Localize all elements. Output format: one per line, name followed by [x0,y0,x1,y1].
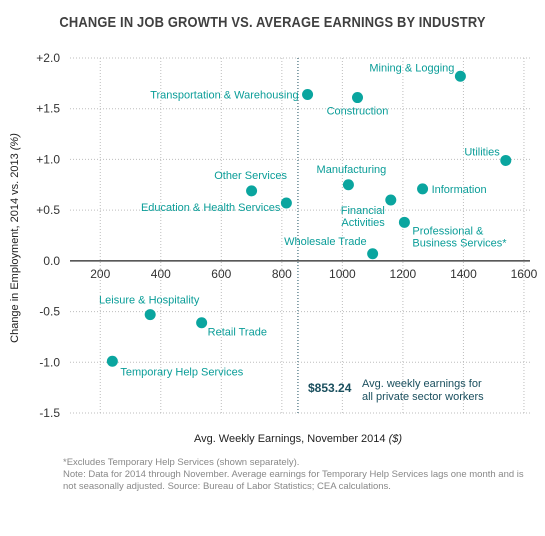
point-label: Financial Activities [341,205,386,229]
data-point [500,154,512,166]
data-point [342,179,354,191]
x-axis-title-text: Avg. Weekly Earnings, November 2014 [194,433,386,445]
data-point [385,194,397,206]
point-label: Utilities [464,146,500,158]
grid-lines [70,57,530,414]
data-point [454,70,466,82]
y-tick-label: +0.5 [36,203,60,217]
data-point [417,183,429,195]
point-label: Education & Health Services [141,202,281,214]
reference-value-label: $853.24 [308,381,352,395]
y-axis-unit: (%) [9,133,21,150]
reference-text-line-2: all private sector workers [362,391,484,403]
y-tick-labels: -1.5 -1.0 -0.5 0.0 +0.5 +1.0 +1.5 +2.0 [36,51,60,420]
reference-text-line-1: Avg. weekly earnings for [362,378,482,390]
x-axis-unit: ($) [389,433,403,445]
x-tick-label: 1400 [450,267,477,281]
x-tick-labels: 200 400 600 800 1000 1200 1400 1600 [90,267,537,281]
x-tick-label: 400 [151,267,171,281]
x-tick-label: 1200 [390,267,417,281]
x-tick-label: 1600 [511,267,538,281]
data-point [106,355,118,367]
x-axis-title: Avg. Weekly Earnings, November 2014 ($) [194,433,402,445]
point-label: Information [432,184,487,196]
data-point [302,89,314,101]
y-axis-title: Change in Employment, 2014 vs. 2013 (%) [9,133,21,343]
x-tick-label: 1000 [329,267,356,281]
data-points [106,70,512,367]
y-axis-title-text: Change in Employment, 2014 vs. 2013 [9,153,21,343]
y-tick-label: -1.0 [39,355,60,369]
point-label: Construction [327,106,389,118]
chart-title: CHANGE IN JOB GROWTH VS. AVERAGE EARNING… [59,14,486,31]
data-point [398,216,410,228]
point-label: Temporary Help Services [120,366,243,378]
x-tick-label: 600 [211,267,231,281]
data-point [196,317,208,329]
point-label: Leisure & Hospitality [99,295,200,307]
y-tick-label: +1.5 [36,102,60,116]
point-label: Professional & Business Services* [412,225,507,249]
y-tick-label: -0.5 [39,305,60,319]
footnotes: *Excludes Temporary Help Services (shown… [63,457,533,493]
data-point [367,248,379,260]
x-tick-label: 200 [90,267,110,281]
point-label: Other Services [214,170,287,182]
data-point [280,197,292,209]
x-tick-label: 800 [272,267,292,281]
scatter-plot: -1.5 -1.0 -0.5 0.0 +0.5 +1.0 +1.5 +2.0 200 400 60… [9,51,538,445]
y-tick-label: 0.0 [43,254,60,268]
footnote-note: Note: Data for 2014 through November. Av… [63,469,524,492]
y-tick-label: -1.5 [39,406,60,420]
point-labels: Mining & Logging Transportation & Warehou… [99,62,507,378]
data-point [352,92,363,104]
footnote-asterisk: *Excludes Temporary Help Services (shown… [63,457,300,468]
point-label: Retail Trade [208,327,267,339]
point-label: Wholesale Trade [284,236,367,248]
point-label: Transportation & Warehousing [150,90,298,102]
point-label: Manufacturing [317,164,387,176]
data-point [144,309,156,321]
y-tick-label: +2.0 [36,51,60,65]
point-label: Mining & Logging [369,62,454,74]
y-tick-label: +1.0 [36,152,60,166]
data-point [246,185,258,197]
